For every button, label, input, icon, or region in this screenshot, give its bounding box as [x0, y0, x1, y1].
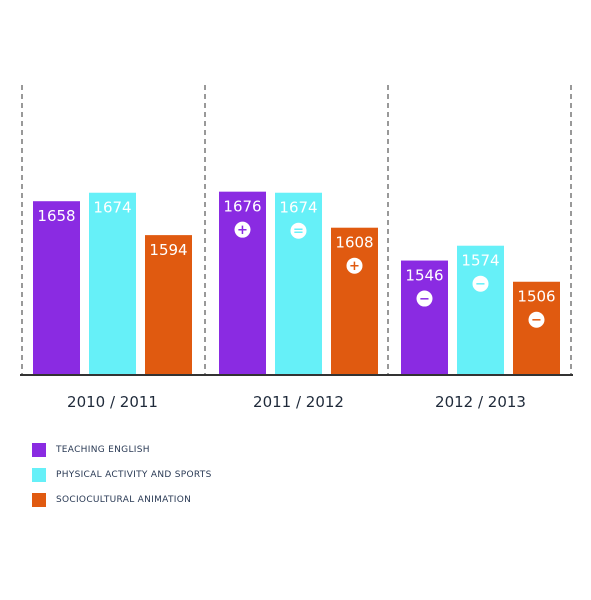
category-label-2: 2012 / 2013	[435, 393, 526, 411]
change-marker-sociocultural-animation-1	[346, 257, 363, 274]
bar-sociocultural-animation-0	[145, 235, 192, 375]
legend-label-sociocultural-animation: SOCIOCULTURAL ANIMATION	[56, 495, 192, 505]
change-marker-symbol-teaching-english-2: −	[419, 292, 430, 307]
bar-value-label-sociocultural-animation-2: 1506	[517, 288, 555, 306]
legend-swatch-physical-activity	[32, 468, 46, 482]
bar-sociocultural-animation-2	[513, 281, 560, 375]
bar-value-label-physical-activity-0: 1674	[93, 199, 131, 217]
bar-physical-activity-1	[275, 192, 322, 375]
bar-value-label-teaching-english-0: 1658	[37, 207, 75, 225]
change-marker-symbol-sociocultural-animation-1: +	[349, 259, 360, 274]
bar-value-label-teaching-english-2: 1546	[405, 267, 443, 285]
bar-physical-activity-0	[89, 192, 136, 375]
bar-value-label-teaching-english-1: 1676	[223, 198, 261, 216]
change-marker-teaching-english-2	[416, 290, 433, 307]
change-marker-symbol-physical-activity-2: −	[475, 277, 486, 292]
change-marker-symbol-teaching-english-1: +	[237, 223, 248, 238]
bar-sociocultural-animation-1	[331, 227, 378, 375]
change-marker-teaching-english-1	[234, 221, 251, 238]
change-marker-physical-activity-1	[290, 222, 307, 239]
bar-teaching-english-2	[401, 260, 448, 375]
legend-label-teaching-english: TEACHING ENGLISH	[56, 445, 150, 455]
category-label-0: 2010 / 2011	[67, 393, 158, 411]
change-marker-symbol-physical-activity-1: =	[293, 224, 304, 239]
bar-value-label-physical-activity-2: 1574	[461, 252, 499, 270]
change-marker-physical-activity-2	[472, 275, 489, 292]
legend-swatch-teaching-english	[32, 443, 46, 457]
change-marker-symbol-sociocultural-animation-2: −	[531, 313, 542, 328]
legend-swatch-sociocultural-animation	[32, 493, 46, 507]
bar-value-label-sociocultural-animation-1: 1608	[335, 234, 373, 252]
bar-teaching-english-1	[219, 191, 266, 375]
bar-value-label-physical-activity-1: 1674	[279, 199, 317, 217]
bar-teaching-english-0	[33, 201, 80, 375]
change-marker-sociocultural-animation-2	[528, 311, 545, 328]
legend-label-physical-activity: PHYSICAL ACTIVITY AND SPORTS	[56, 470, 212, 480]
bar-physical-activity-2	[457, 245, 504, 375]
category-label-1: 2011 / 2012	[253, 393, 344, 411]
bar-value-label-sociocultural-animation-0: 1594	[149, 241, 187, 259]
